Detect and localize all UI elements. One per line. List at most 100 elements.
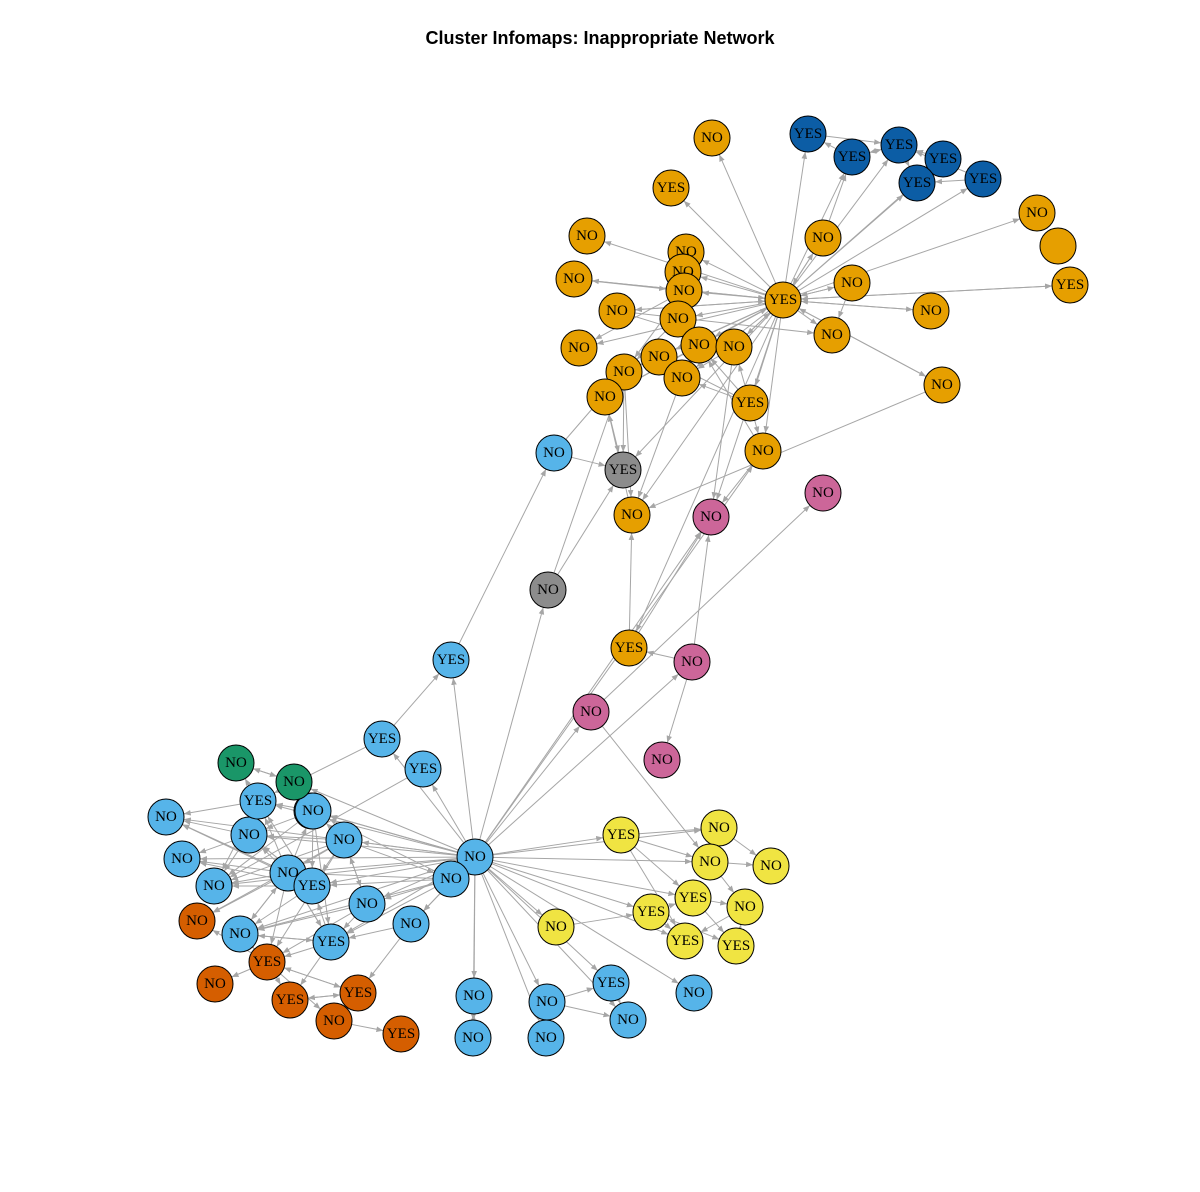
node-circle[interactable] bbox=[804, 219, 842, 257]
node-g1[interactable]: YES bbox=[604, 451, 642, 489]
node-circle[interactable] bbox=[163, 840, 201, 878]
node-o13[interactable]: NO bbox=[598, 292, 636, 330]
node-circle[interactable] bbox=[804, 474, 842, 512]
node-circle[interactable] bbox=[456, 838, 494, 876]
node-o14[interactable]: NO bbox=[912, 292, 950, 330]
node-o1[interactable]: NO bbox=[693, 119, 731, 157]
node-circle[interactable] bbox=[339, 974, 377, 1012]
node-b24[interactable]: NO bbox=[528, 983, 566, 1021]
node-circle[interactable] bbox=[248, 943, 286, 981]
node-circle[interactable] bbox=[674, 879, 712, 917]
node-b4[interactable]: YES bbox=[404, 750, 442, 788]
node-circle[interactable] bbox=[293, 867, 331, 905]
node-circle[interactable] bbox=[455, 977, 493, 1015]
node-b17[interactable]: NO bbox=[392, 905, 430, 943]
node-circle[interactable] bbox=[659, 300, 697, 338]
node-circle[interactable] bbox=[404, 750, 442, 788]
node-o26[interactable]: YES bbox=[731, 384, 769, 422]
node-circle[interactable] bbox=[178, 902, 216, 940]
node-b6[interactable]: NO bbox=[147, 798, 185, 836]
node-circle[interactable] bbox=[382, 1015, 420, 1053]
node-b20[interactable]: NO bbox=[221, 915, 259, 953]
node-circle[interactable] bbox=[432, 860, 470, 898]
node-circle[interactable] bbox=[537, 908, 575, 946]
node-circle[interactable] bbox=[196, 965, 234, 1003]
node-circle[interactable] bbox=[610, 629, 648, 667]
node-circle[interactable] bbox=[613, 496, 651, 534]
node-circle[interactable] bbox=[147, 798, 185, 836]
node-circle[interactable] bbox=[632, 893, 670, 931]
node-y2[interactable]: NO bbox=[700, 809, 738, 847]
node-p3[interactable]: NO bbox=[673, 643, 711, 681]
node-circle[interactable] bbox=[195, 867, 233, 905]
node-o15[interactable]: NO bbox=[665, 272, 703, 310]
node-n1[interactable]: YES bbox=[789, 115, 827, 153]
node-circle[interactable] bbox=[529, 571, 567, 609]
node-circle[interactable] bbox=[1039, 227, 1077, 265]
node-b16[interactable]: NO bbox=[432, 860, 470, 898]
node-circle[interactable] bbox=[602, 816, 640, 854]
node-n4[interactable]: YES bbox=[924, 140, 962, 178]
node-circle[interactable] bbox=[693, 119, 731, 157]
node-circle[interactable] bbox=[912, 292, 950, 330]
node-n5[interactable]: YES bbox=[898, 164, 936, 202]
node-p2[interactable]: NO bbox=[692, 498, 730, 536]
node-o20[interactable]: NO bbox=[605, 353, 643, 391]
node-circle[interactable] bbox=[691, 843, 729, 881]
node-circle[interactable] bbox=[598, 292, 636, 330]
node-circle[interactable] bbox=[789, 115, 827, 153]
node-circle[interactable] bbox=[560, 329, 598, 367]
node-circle[interactable] bbox=[454, 1019, 492, 1057]
node-o28[interactable]: NO bbox=[613, 496, 651, 534]
node-e2[interactable]: NO bbox=[275, 763, 313, 801]
node-circle[interactable] bbox=[392, 905, 430, 943]
node-circle[interactable] bbox=[275, 763, 313, 801]
node-o6[interactable]: NO bbox=[804, 219, 842, 257]
node-b19[interactable]: YES bbox=[312, 923, 350, 961]
node-b26[interactable]: NO bbox=[609, 1001, 647, 1039]
node-circle[interactable] bbox=[923, 366, 961, 404]
node-y1[interactable]: YES bbox=[602, 816, 640, 854]
node-b21[interactable]: NO bbox=[675, 974, 713, 1012]
node-o22[interactable]: NO bbox=[715, 328, 753, 366]
node-circle[interactable] bbox=[325, 821, 363, 859]
node-circle[interactable] bbox=[652, 169, 690, 207]
node-y9[interactable]: YES bbox=[717, 927, 755, 965]
node-b22[interactable]: NO bbox=[455, 977, 493, 1015]
node-n6[interactable]: YES bbox=[964, 160, 1002, 198]
node-b1[interactable]: NO bbox=[535, 434, 573, 472]
node-n2[interactable]: YES bbox=[833, 138, 871, 176]
node-p4[interactable]: NO bbox=[572, 693, 610, 731]
node-circle[interactable] bbox=[833, 264, 871, 302]
node-circle[interactable] bbox=[663, 359, 701, 397]
node-b2[interactable]: YES bbox=[432, 641, 470, 679]
node-o24[interactable]: NO bbox=[663, 359, 701, 397]
node-circle[interactable] bbox=[217, 744, 255, 782]
node-r6[interactable]: NO bbox=[315, 1002, 353, 1040]
node-circle[interactable] bbox=[348, 885, 386, 923]
node-circle[interactable] bbox=[744, 432, 782, 470]
node-circle[interactable] bbox=[555, 260, 593, 298]
node-circle[interactable] bbox=[673, 643, 711, 681]
node-o27[interactable]: NO bbox=[744, 432, 782, 470]
node-circle[interactable] bbox=[898, 164, 936, 202]
node-b10[interactable]: YES bbox=[239, 782, 277, 820]
node-r4[interactable]: YES bbox=[271, 981, 309, 1019]
node-circle[interactable] bbox=[715, 328, 753, 366]
node-circle[interactable] bbox=[726, 888, 764, 926]
node-circle[interactable] bbox=[294, 792, 332, 830]
node-e1[interactable]: NO bbox=[217, 744, 255, 782]
node-o10[interactable]: NO bbox=[555, 260, 593, 298]
node-circle[interactable] bbox=[527, 1019, 565, 1057]
node-o7[interactable]: NO bbox=[1018, 194, 1056, 232]
node-b25[interactable]: YES bbox=[592, 964, 630, 1002]
node-b27[interactable]: NO bbox=[527, 1019, 565, 1057]
node-y10[interactable]: NO bbox=[537, 908, 575, 946]
node-b12[interactable]: NO bbox=[294, 792, 332, 830]
node-y4[interactable]: NO bbox=[752, 847, 790, 885]
node-y8[interactable]: YES bbox=[666, 922, 704, 960]
node-r7[interactable]: YES bbox=[382, 1015, 420, 1053]
node-o18[interactable]: NO bbox=[560, 329, 598, 367]
node-circle[interactable] bbox=[964, 160, 1002, 198]
node-o3[interactable]: NO bbox=[568, 217, 606, 255]
